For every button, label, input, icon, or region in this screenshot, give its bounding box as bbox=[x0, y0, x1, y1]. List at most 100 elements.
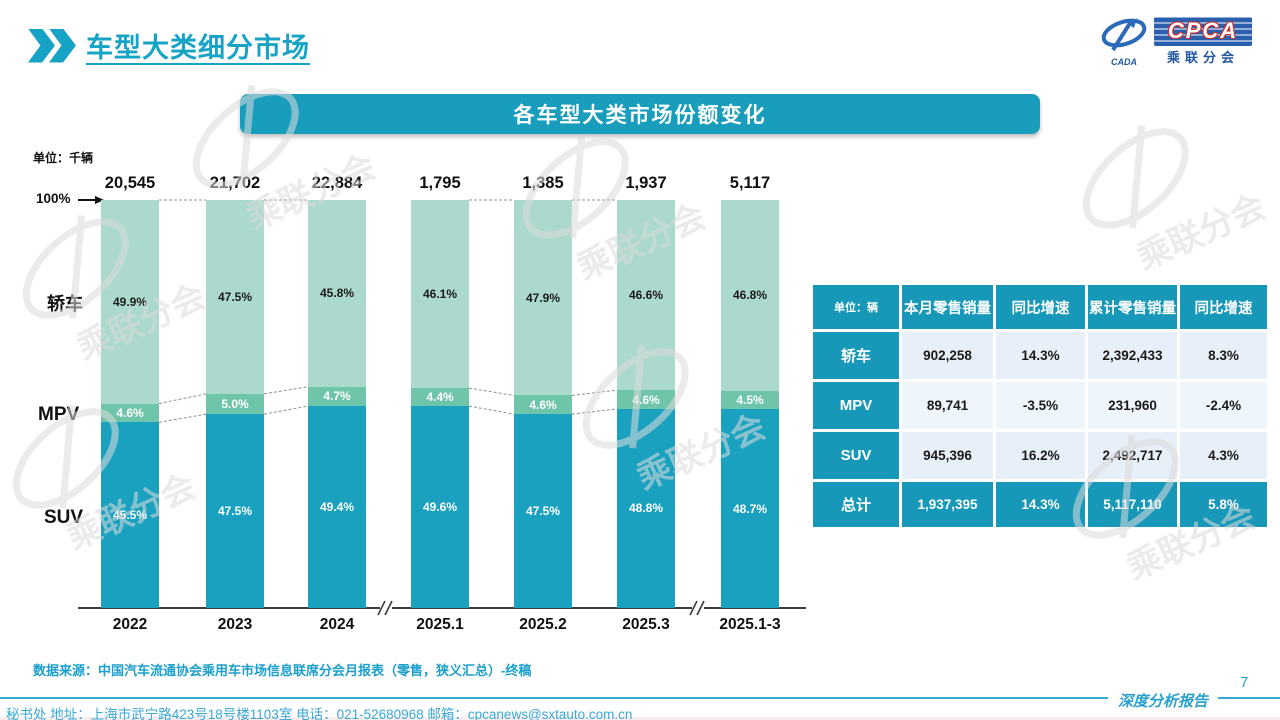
bar-total-2022: 20,545 bbox=[104, 174, 156, 192]
bar-2022: 49.9% 4.6% 45.5% bbox=[101, 200, 159, 608]
report-label: 深度分析报告 bbox=[1108, 690, 1219, 711]
page-title: 车型大类细分市场 bbox=[86, 33, 310, 63]
table-cell-2-3: 4.3% bbox=[1180, 432, 1267, 479]
table-unit-header: 单位：辆 bbox=[813, 285, 899, 329]
segment-value-label: 47.5% bbox=[525, 504, 561, 519]
table-header-2: 累计零售销量 bbox=[1088, 285, 1177, 329]
bar-total-2024: 22,884 bbox=[311, 174, 363, 192]
table-cell-2-2: 2,492,717 bbox=[1088, 432, 1177, 479]
chart-title-banner: 各车型大类市场份额变化 bbox=[240, 94, 1040, 134]
segment-SUV-2022: 45.5% bbox=[101, 422, 159, 608]
segment-value-label: 49.6% bbox=[422, 499, 458, 514]
cpca-watermark: 乘联分会 bbox=[145, 35, 406, 276]
table-header-3: 同比增速 bbox=[1180, 285, 1267, 329]
segment-value-label: 48.8% bbox=[628, 501, 664, 516]
bar-2024: 45.8% 4.7% 49.4% bbox=[308, 200, 366, 608]
segment-value-label: 49.4% bbox=[319, 499, 355, 514]
cada-oval-icon bbox=[1101, 18, 1147, 52]
bottom-edge-line bbox=[0, 717, 1280, 720]
table-row-label-轿车: 轿车 bbox=[813, 332, 899, 379]
cpca-wordmark: CPCA 乘联分会 bbox=[1154, 17, 1252, 66]
bar-2023: 47.5% 5.0% 47.5% bbox=[206, 200, 264, 608]
table-header-0: 本月零售销量 bbox=[902, 285, 993, 329]
segment-value-label: 46.8% bbox=[732, 288, 768, 303]
segment-轿车-2024: 45.8% bbox=[308, 200, 366, 387]
table-cell-0-1: 14.3% bbox=[996, 332, 1085, 379]
table-cell-1-1: -3.5% bbox=[996, 382, 1085, 429]
cada-label: CADA bbox=[1111, 57, 1137, 67]
segment-value-label: 47.5% bbox=[217, 504, 253, 519]
bar-total-2025.1-3: 5,117 bbox=[729, 174, 771, 192]
segment-MPV-2024: 4.7% bbox=[308, 386, 366, 407]
chart-title: 各车型大类市场份额变化 bbox=[513, 104, 767, 127]
title-chevron-icon bbox=[28, 28, 55, 63]
bar-total-2023: 21,702 bbox=[209, 174, 261, 192]
segment-value-label: 4.6% bbox=[116, 405, 144, 420]
table-cell-0-0: 902,258 bbox=[902, 332, 993, 379]
table-row-label-MPV: MPV bbox=[813, 382, 899, 429]
segment-轿车-2025.3: 46.6% bbox=[617, 200, 675, 391]
footer-divider bbox=[0, 697, 1280, 699]
x-axis-label-2025.1: 2025.1 bbox=[416, 616, 464, 633]
x-axis-label-2024: 2024 bbox=[319, 616, 355, 633]
segment-value-label: 46.1% bbox=[422, 286, 458, 301]
segment-SUV-2025.2: 47.5% bbox=[514, 414, 572, 608]
bar-total-2025.1: 1,795 bbox=[419, 174, 461, 192]
segment-SUV-2025.1-3: 48.7% bbox=[721, 409, 779, 608]
table-cell-3-3: 5.8% bbox=[1180, 482, 1267, 527]
header: 车型大类细分市场 bbox=[28, 26, 310, 65]
svg-text:乘联分会: 乘联分会 bbox=[1132, 187, 1272, 277]
cpca-letters: CPCA bbox=[1154, 17, 1252, 46]
segment-value-label: 4.5% bbox=[736, 393, 764, 408]
data-source: 数据来源：中国汽车流通协会乘用车市场信息联席分会月报表（零售，狭义汇总）-终稿 bbox=[33, 663, 532, 678]
segment-MPV-2025.1: 4.4% bbox=[411, 387, 469, 406]
table-cell-1-2: 231,960 bbox=[1088, 382, 1177, 429]
table-row-label-总计: 总计 bbox=[813, 482, 899, 527]
bar-2025.2: 47.9% 4.6% 47.5% bbox=[514, 200, 572, 608]
segment-MPV-2025.2: 4.6% bbox=[514, 395, 572, 415]
segment-轿车-2025.2: 47.9% bbox=[514, 200, 572, 396]
y-axis-100-label: 100% bbox=[36, 191, 71, 206]
segment-轿车-2025.1: 46.1% bbox=[411, 200, 469, 388]
segment-SUV-2025.3: 48.8% bbox=[617, 408, 675, 608]
x-axis-label-2023: 2023 bbox=[217, 616, 253, 633]
series-label-suv: SUV bbox=[44, 507, 84, 528]
x-axis-label-2022: 2022 bbox=[112, 616, 148, 633]
segment-SUV-2024: 49.4% bbox=[308, 406, 366, 608]
segment-value-label: 4.6% bbox=[632, 392, 660, 407]
segment-value-label: 46.6% bbox=[628, 288, 664, 303]
segment-value-label: 5.0% bbox=[221, 396, 249, 411]
table-cell-3-0: 1,937,395 bbox=[902, 482, 993, 527]
table-cell-0-3: 8.3% bbox=[1180, 332, 1267, 379]
segment-value-label: 4.6% bbox=[529, 397, 557, 412]
page-number: 7 bbox=[1240, 674, 1249, 691]
x-axis-label-2025.2: 2025.2 bbox=[519, 616, 567, 633]
footer-contact: 秘书处 地址：上海市武宁路423号18号楼1103室 电话：021-526809… bbox=[6, 707, 633, 720]
x-axis-label-2025.3: 2025.3 bbox=[622, 616, 670, 633]
bar-2025.1-3: 46.8% 4.5% 48.7% bbox=[721, 200, 779, 608]
series-label-sedan: 轿车 bbox=[47, 294, 83, 314]
bar-total-2025.2: 1,385 bbox=[522, 174, 564, 192]
retail-sales-table: 单位：辆 本月零售销量 同比增速 累计零售销量 同比增速 轿车 902,258 14.3% 2,… bbox=[813, 285, 1267, 527]
segment-value-label: 45.8% bbox=[319, 286, 355, 301]
table-cell-3-2: 5,117,110 bbox=[1088, 482, 1177, 527]
segment-value-label: 49.9% bbox=[112, 294, 148, 309]
segment-value-label: 47.5% bbox=[217, 289, 253, 304]
segment-value-label: 47.9% bbox=[525, 290, 561, 305]
segment-value-label: 48.7% bbox=[732, 501, 768, 516]
cada-emblem: CADA bbox=[1098, 16, 1150, 67]
segment-SUV-2023: 47.5% bbox=[206, 414, 264, 608]
x-axis-label-2025.1-3: 2025.1-3 bbox=[719, 616, 781, 633]
segment-value-label: 4.7% bbox=[323, 389, 351, 404]
unit-label: 单位：千辆 bbox=[33, 151, 94, 165]
table-row-label-SUV: SUV bbox=[813, 432, 899, 479]
segment-value-label: 4.4% bbox=[426, 389, 454, 404]
segment-MPV-2023: 5.0% bbox=[206, 393, 264, 415]
cpca-logo: CADA CPCA 乘联分会 bbox=[1098, 16, 1252, 67]
bar-total-2025.3: 1,937 bbox=[625, 174, 667, 192]
table-cell-1-3: -2.4% bbox=[1180, 382, 1267, 429]
table-cell-3-1: 14.3% bbox=[996, 482, 1085, 527]
segment-SUV-2025.1: 49.6% bbox=[411, 405, 469, 608]
series-label-mpv: MPV bbox=[38, 404, 80, 425]
